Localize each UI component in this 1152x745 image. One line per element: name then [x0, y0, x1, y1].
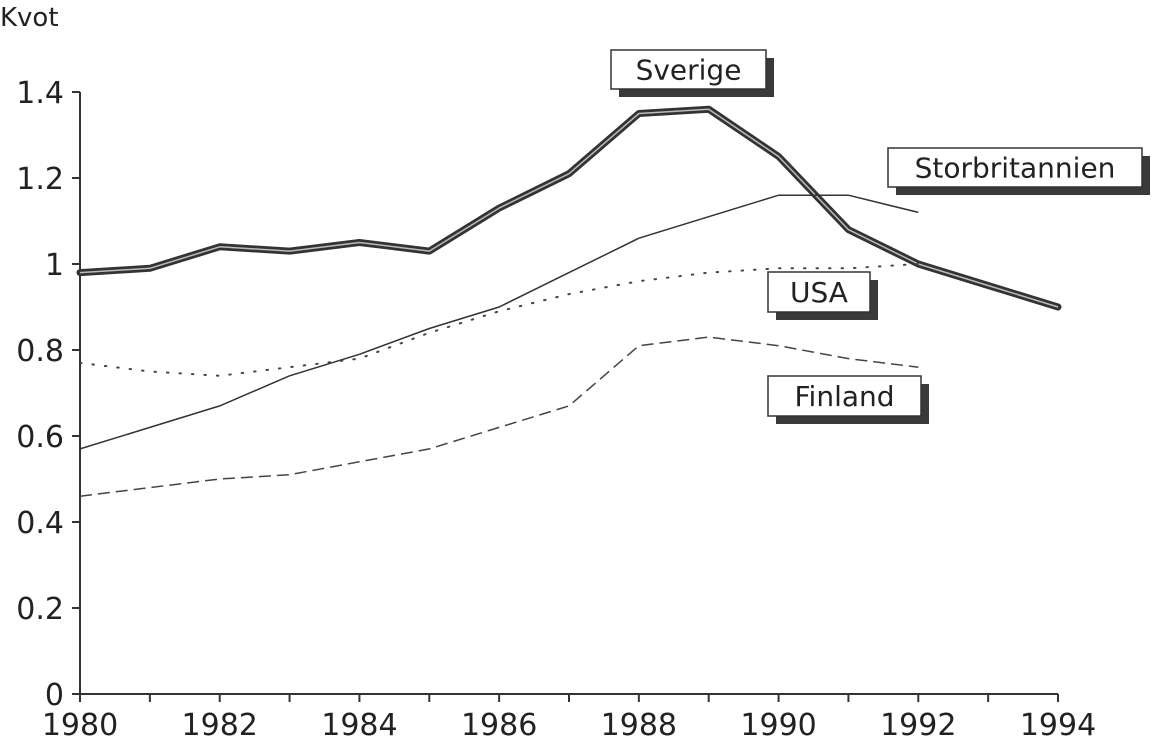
x-tick-label: 1992: [880, 708, 956, 743]
y-axis-title: Kvot: [0, 3, 59, 33]
legend-box: [767, 271, 871, 313]
legend-text: Storbritannien: [915, 152, 1116, 185]
x-tick-label: 1988: [601, 708, 677, 743]
y-tick-label: 0.2: [16, 592, 64, 627]
y-tick-label: 1.2: [16, 162, 64, 197]
series-finland-line: [79, 336, 919, 497]
legend-layer: Sverige Storbritannien USA Finland: [610, 49, 1150, 424]
legend-label-sverige: Sverige: [610, 49, 774, 97]
x-tick-label: 1994: [1020, 708, 1096, 743]
y-tick-label: 0: [45, 678, 64, 713]
series-sverige-line-highlight: [79, 108, 1059, 308]
legend-label-usa: USA: [767, 271, 878, 320]
axes: 0 0.2 0.4 0.6 0.8 1 1.2 1.4 1980 1982 1984 1986 1988…: [16, 76, 1096, 743]
legend-label-storbritannien: Storbritannien: [887, 147, 1150, 195]
y-tick-label: 1.4: [16, 76, 64, 111]
y-tick-label: 0.8: [16, 334, 64, 369]
legend-text: Sverige: [636, 54, 742, 87]
series-usa-line: [79, 263, 920, 377]
x-tick-label: 1982: [182, 708, 258, 743]
legend-box: [610, 49, 767, 90]
legend-text: Finland: [794, 380, 894, 413]
legend-text: USA: [790, 276, 848, 309]
x-tick-label: 1980: [42, 708, 118, 743]
series-sverige-line: [76, 105, 1062, 311]
x-tick-label: 1986: [461, 708, 537, 743]
y-tick-label: 1: [45, 248, 64, 283]
legend-box: [767, 375, 922, 417]
x-tick-label: 1990: [740, 708, 816, 743]
legend-box: [887, 147, 1143, 188]
y-tick-label: 0.4: [16, 506, 64, 541]
series-layer: [76, 105, 1062, 497]
x-tick-label: 1984: [321, 708, 397, 743]
legend-label-finland: Finland: [767, 375, 929, 424]
y-tick-label: 0.6: [16, 420, 64, 455]
series-storbritannien-line: [79, 194, 919, 450]
